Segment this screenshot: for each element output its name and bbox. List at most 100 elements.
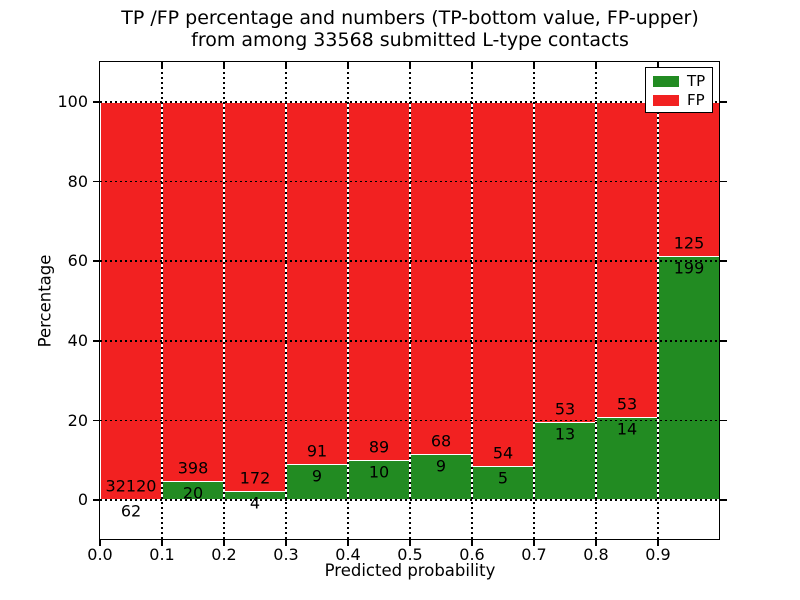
legend-row: TP	[646, 72, 712, 91]
x-tick-label: 0.1	[149, 545, 175, 564]
vertical-gridline	[471, 62, 473, 540]
bar-count-tp: 9	[435, 456, 447, 476]
x-tick-mark-top	[471, 62, 473, 67]
x-tick-mark	[533, 540, 535, 546]
y-tick-mark	[93, 101, 100, 103]
y-tick-mark	[93, 499, 100, 501]
y-tick-label: 40	[67, 330, 88, 350]
bar-count-fp: 53	[554, 399, 576, 419]
bar-count-tp: 14	[616, 419, 638, 439]
bar-count-tp: 62	[120, 501, 142, 521]
x-tick-mark-top	[409, 62, 411, 67]
bar-segment-tp	[286, 464, 348, 501]
chart-title-line2: from among 33568 submitted L-type contac…	[191, 29, 629, 51]
vertical-gridline	[285, 62, 287, 540]
horizontal-gridline	[100, 260, 720, 263]
bar-count-tp: 199	[673, 258, 705, 277]
legend-label-fp: FP	[687, 91, 705, 109]
bar-segment-fp	[224, 101, 286, 501]
x-tick-mark	[657, 540, 659, 546]
bar-count-fp: 54	[492, 443, 514, 463]
bar-segment-tp	[534, 421, 596, 501]
vertical-gridline	[161, 62, 163, 540]
x-tick-mark	[285, 540, 287, 546]
bar-segment-fp	[162, 101, 224, 501]
y-tick-label: 80	[67, 171, 88, 191]
x-tick-label: 0.2	[211, 545, 237, 564]
vertical-gridline	[657, 62, 659, 540]
horizontal-gridline	[100, 100, 720, 103]
legend-label-tp: TP	[687, 72, 706, 90]
y-tick-mark-right	[720, 260, 727, 262]
x-tick-mark-top	[223, 62, 225, 67]
vertical-gridline	[595, 62, 597, 540]
bar-count-tp: 9	[311, 466, 323, 486]
bar-count-fp: 53	[616, 394, 638, 414]
bar-count-fp: 125	[673, 233, 705, 252]
chart-title-line1: TP /FP percentage and numbers (TP-bottom…	[121, 7, 699, 29]
bar-count-tp: 20	[182, 483, 204, 503]
vertical-gridline	[347, 62, 349, 540]
x-tick-mark	[161, 540, 163, 546]
vertical-gridline	[533, 62, 535, 540]
x-tick-mark	[471, 540, 473, 546]
legend-swatch-tp	[653, 76, 679, 87]
bar-count-fp: 68	[430, 431, 452, 451]
x-tick-mark-top	[595, 62, 597, 67]
y-tick-mark-right	[720, 101, 727, 103]
bar-count-fp: 91	[306, 441, 328, 461]
bar-segment-fp	[286, 101, 348, 501]
bar-segment-tp	[658, 255, 720, 501]
plot-area: 32120 62 398 20 172 4 91 9 89 10 68 9 54 5 53 13 53 14 125…	[100, 62, 720, 540]
x-tick-mark-top	[657, 62, 659, 67]
x-tick-mark	[595, 540, 597, 546]
bar-count-fp: 172	[239, 468, 271, 488]
y-tick-label: 100	[57, 91, 88, 111]
y-tick-mark-right	[720, 180, 727, 183]
y-tick-label: 0	[77, 490, 88, 510]
bar-count-fp: 89	[368, 437, 390, 457]
legend: TP FP	[645, 67, 713, 113]
y-tick-mark	[93, 340, 100, 342]
x-tick-mark	[409, 540, 411, 546]
bar-segment-fp	[100, 101, 162, 501]
x-tick-label: 0.8	[583, 545, 609, 564]
vertical-gridline	[223, 62, 225, 540]
x-tick-mark	[99, 540, 101, 546]
x-tick-label: 0.9	[645, 545, 671, 564]
x-tick-mark-top	[161, 62, 163, 67]
x-tick-label: 0.3	[273, 545, 299, 564]
horizontal-gridline	[100, 499, 720, 502]
x-tick-mark-top	[533, 62, 535, 67]
horizontal-gridline	[100, 419, 720, 422]
y-tick-mark	[93, 260, 100, 262]
y-tick-mark-right	[720, 419, 727, 422]
bar-count-fp: 398	[177, 458, 209, 478]
horizontal-gridline	[100, 180, 720, 183]
x-tick-label: 0.6	[459, 545, 485, 564]
y-tick-mark-right	[720, 499, 727, 501]
vertical-gridline	[409, 62, 411, 540]
bar-count-tp: 10	[368, 462, 390, 482]
x-tick-mark-top	[347, 62, 349, 67]
x-tick-mark	[347, 540, 349, 546]
bar-count-fp: 32120	[105, 476, 157, 496]
horizontal-gridline	[100, 339, 720, 342]
x-tick-mark-top	[285, 62, 287, 67]
y-tick-mark	[93, 419, 100, 422]
x-tick-label: 0.5	[397, 545, 423, 564]
x-tick-label: 0.0	[87, 545, 113, 564]
y-tick-label: 60	[67, 251, 88, 271]
bar-segment-fp	[472, 101, 534, 501]
bar-count-tp: 13	[554, 424, 576, 444]
x-tick-label: 0.7	[521, 545, 547, 564]
x-tick-mark	[223, 540, 225, 546]
bar-count-tp: 5	[497, 468, 509, 488]
y-tick-label: 20	[67, 410, 88, 430]
x-axis-label: Predicted probability	[324, 561, 496, 580]
legend-row: FP	[646, 91, 712, 110]
legend-swatch-fp	[653, 95, 679, 106]
y-tick-mark-right	[720, 340, 727, 342]
bar-count-tp: 4	[249, 493, 261, 513]
